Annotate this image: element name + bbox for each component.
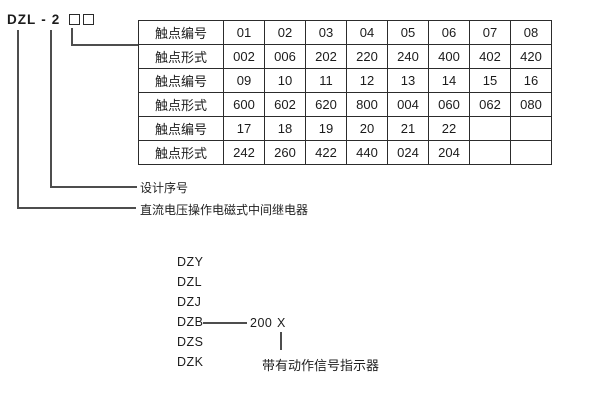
model-code-separator: - (41, 12, 47, 27)
table-cell: 09 (223, 68, 265, 93)
table-cell (510, 116, 552, 141)
relay-type-label: 直流电压操作电磁式中间继电器 (140, 203, 309, 217)
table-cell: 220 (346, 44, 388, 69)
row-header: 触点编号 (138, 20, 224, 45)
row-header: 触点形式 (138, 44, 224, 69)
table-cell: 12 (346, 68, 388, 93)
table-cell (469, 116, 511, 141)
dzb-example-line (203, 322, 247, 324)
series-item: DZY (177, 255, 204, 269)
table-cell: 07 (469, 20, 511, 45)
table-cell: 242 (223, 140, 265, 165)
suffix-pointer-line (280, 332, 282, 350)
table-cell: 420 (510, 44, 552, 69)
table-cell: 260 (264, 140, 306, 165)
table-cell: 15 (469, 68, 511, 93)
placeholder-box-icon (83, 14, 95, 25)
series-item: DZJ (177, 295, 202, 309)
table-cell: 20 (346, 116, 388, 141)
table-cell: 03 (305, 20, 347, 45)
table-cell: 17 (223, 116, 265, 141)
table-cell: 06 (428, 20, 470, 45)
table-cell: 422 (305, 140, 347, 165)
table-cell: 14 (428, 68, 470, 93)
table-cell: 21 (387, 116, 429, 141)
table-cell: 440 (346, 140, 388, 165)
table-row: 触点形式 002 006 202 220 240 400 402 420 (138, 44, 552, 69)
table-cell: 620 (305, 92, 347, 117)
example-number: 200 (250, 316, 273, 330)
table-cell (469, 140, 511, 165)
connector-box-vertical (71, 28, 73, 45)
table-row: 触点编号 17 18 19 20 21 22 (138, 116, 552, 141)
table-cell: 10 (264, 68, 306, 93)
table-cell: 13 (387, 68, 429, 93)
table-cell: 600 (223, 92, 265, 117)
model-code-prefix: DZL (7, 12, 37, 27)
table-row: 触点形式 600 602 620 800 004 060 062 080 (138, 92, 552, 117)
connector-prefix-vertical (17, 30, 19, 208)
table-cell: 024 (387, 140, 429, 165)
row-header: 触点编号 (138, 68, 224, 93)
row-header: 触点形式 (138, 92, 224, 117)
placeholder-box-icon (69, 14, 81, 25)
series-item: DZL (177, 275, 203, 289)
design-serial-label: 设计序号 (140, 181, 189, 195)
series-item: DZK (177, 355, 204, 369)
table-cell: 002 (223, 44, 265, 69)
series-list: DZY DZL DZJ DZB DZS DZK (177, 252, 204, 372)
table-cell: 04 (346, 20, 388, 45)
example-suffix: X (277, 316, 286, 330)
connector-prefix-horizontal (17, 207, 136, 209)
table-cell: 602 (264, 92, 306, 117)
connector-series-vertical (50, 30, 52, 187)
connector-series-horizontal (50, 186, 137, 188)
table-cell: 22 (428, 116, 470, 141)
table-cell: 02 (264, 20, 306, 45)
series-item: DZB (177, 315, 204, 329)
table-row: 触点编号 09 10 11 12 13 14 15 16 (138, 68, 552, 93)
table-cell: 060 (428, 92, 470, 117)
table-cell: 204 (428, 140, 470, 165)
table-cell (510, 140, 552, 165)
table-cell: 18 (264, 116, 306, 141)
row-header: 触点编号 (138, 116, 224, 141)
table-cell: 062 (469, 92, 511, 117)
table-cell: 08 (510, 20, 552, 45)
table-cell: 01 (223, 20, 265, 45)
contact-table: 触点编号 01 02 03 04 05 06 07 08 触点形式 002 00… (138, 20, 552, 165)
model-code-series: 2 (51, 12, 61, 27)
table-row: 触点形式 242 260 422 440 024 204 (138, 140, 552, 165)
table-cell: 080 (510, 92, 552, 117)
table-cell: 11 (305, 68, 347, 93)
row-header: 触点形式 (138, 140, 224, 165)
table-cell: 16 (510, 68, 552, 93)
series-item: DZS (177, 335, 204, 349)
table-cell: 240 (387, 44, 429, 69)
table-cell: 400 (428, 44, 470, 69)
table-cell: 800 (346, 92, 388, 117)
table-cell: 19 (305, 116, 347, 141)
table-cell: 006 (264, 44, 306, 69)
table-cell: 402 (469, 44, 511, 69)
table-row: 触点编号 01 02 03 04 05 06 07 08 (138, 20, 552, 45)
table-cell: 05 (387, 20, 429, 45)
model-code: DZL - 2 (7, 12, 95, 27)
suffix-note-label: 带有动作信号指示器 (262, 358, 380, 373)
table-cell: 004 (387, 92, 429, 117)
table-cell: 202 (305, 44, 347, 69)
connector-box-horizontal (71, 44, 138, 46)
